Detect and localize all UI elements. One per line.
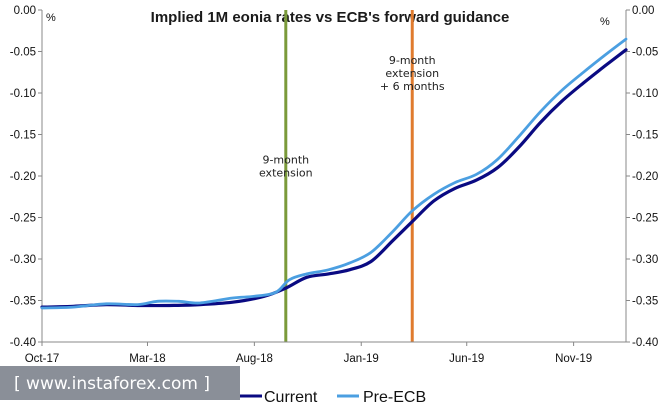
watermark-banner [0,366,240,400]
series-line-pre-ecb [40,37,628,310]
right-y-tick-label: -0.05 [632,47,658,59]
axes: 0.00 0.00 -0.05 -0.05 -0.10 -0.10 -0.15 -0.15 -0… [10,5,658,365]
right-y-tick-label: -0.35 [632,296,658,308]
x-tick-label: Oct-17 [25,353,60,365]
left-y-tick-label: -0.25 [10,213,36,225]
left-y-tick-label: -0.15 [10,130,36,142]
x-tick-label: Aug-18 [236,353,273,365]
series-lines [40,37,628,310]
right-y-tick-label: -0.20 [632,171,658,183]
left-y-tick-label: 0.00 [14,5,36,17]
series-line-current [40,48,628,309]
right-y-tick-label: -0.25 [632,213,658,225]
left-unit-label: % [46,12,56,24]
x-tick-label: Mar-18 [129,353,165,365]
event-label-1: + 6 months [380,80,445,93]
right-y-tick-label: -0.10 [632,88,658,100]
legend-label-pre-ecb: Pre-ECB [363,389,426,405]
left-y-tick-label: -0.05 [10,47,36,59]
event-label-1: extension [385,67,439,80]
legend-label-current: Current [264,389,318,405]
event-label-0: 9-month [262,154,309,167]
left-y-tick-label: -0.30 [10,254,36,266]
watermark-text: [ www.instaforex.com ] [14,374,210,394]
right-unit-label: % [600,16,610,28]
x-tick-label: Jan-19 [344,353,379,365]
left-y-tick-label: -0.20 [10,171,36,183]
right-y-tick-label: -0.15 [632,130,658,142]
left-y-tick-label: -0.40 [10,337,36,349]
x-tick-label: Jun-19 [449,353,484,365]
left-y-tick-label: -0.35 [10,296,36,308]
right-y-tick-label: -0.30 [632,254,658,266]
x-tick-label: Nov-19 [555,353,592,365]
event-label-0: extension [259,167,313,180]
chart-title: Implied 1M eonia rates vs ECB's forward … [151,9,510,26]
legend: Current Pre-ECB [240,389,426,405]
left-y-tick-label: -0.10 [10,88,36,100]
event-label-1: 9-month [389,54,436,67]
right-y-tick-label: 0.00 [632,5,654,17]
right-y-tick-label: -0.40 [632,337,658,349]
